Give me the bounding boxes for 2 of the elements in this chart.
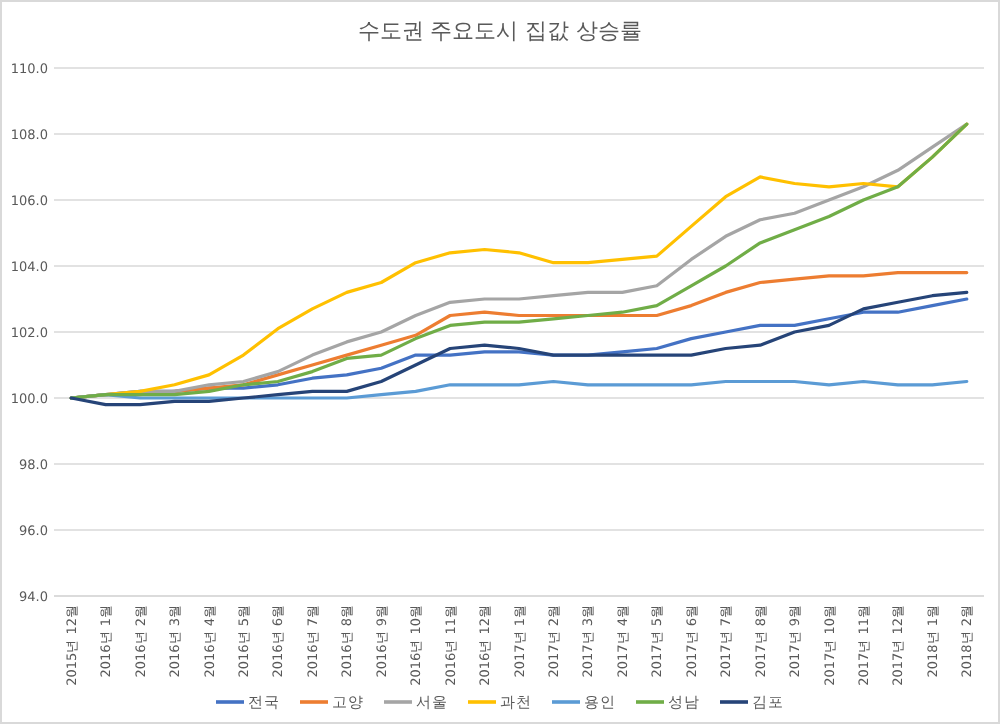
line-series [69,122,969,400]
chart-title: 수도권 주요도시 집값 상승률 [357,18,643,44]
